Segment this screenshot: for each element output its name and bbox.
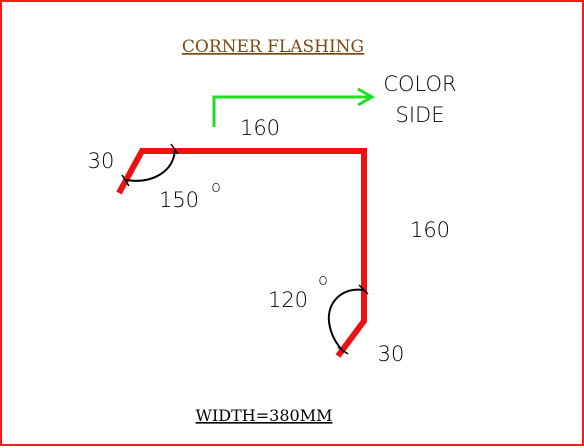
dimension-right-edge: 160 (410, 218, 450, 242)
angle-tick-bottom-right-a (358, 284, 369, 295)
dimension-top-edge: 160 (240, 116, 280, 140)
dimension-top-hem: 30 (88, 149, 115, 173)
angle-tick-top-left-b (121, 174, 130, 187)
color-side-label-line1: COLOR (383, 72, 456, 96)
color-side-arrowhead (357, 87, 376, 107)
width-note: WIDTH=380MM (196, 406, 333, 425)
angle-label-top-left: 150 (159, 188, 199, 212)
degree-symbol-top-left: o (211, 177, 221, 196)
angle-tick-bottom-right-b (337, 346, 349, 355)
drawing-title: CORNER FLASHING (182, 37, 364, 57)
color-side-label-line2: SIDE (396, 103, 445, 127)
dimension-bottom-hem: 30 (378, 342, 405, 366)
angle-tick-top-left-a (170, 143, 179, 155)
flashing-profile (116, 148, 367, 358)
color-side-arrow (212, 95, 370, 127)
angle-arc-top-left (125, 148, 176, 182)
angle-arc-bottom-right (327, 288, 365, 353)
degree-symbol-bottom-right: o (318, 270, 328, 289)
angle-label-bottom-right: 120 (268, 288, 308, 312)
